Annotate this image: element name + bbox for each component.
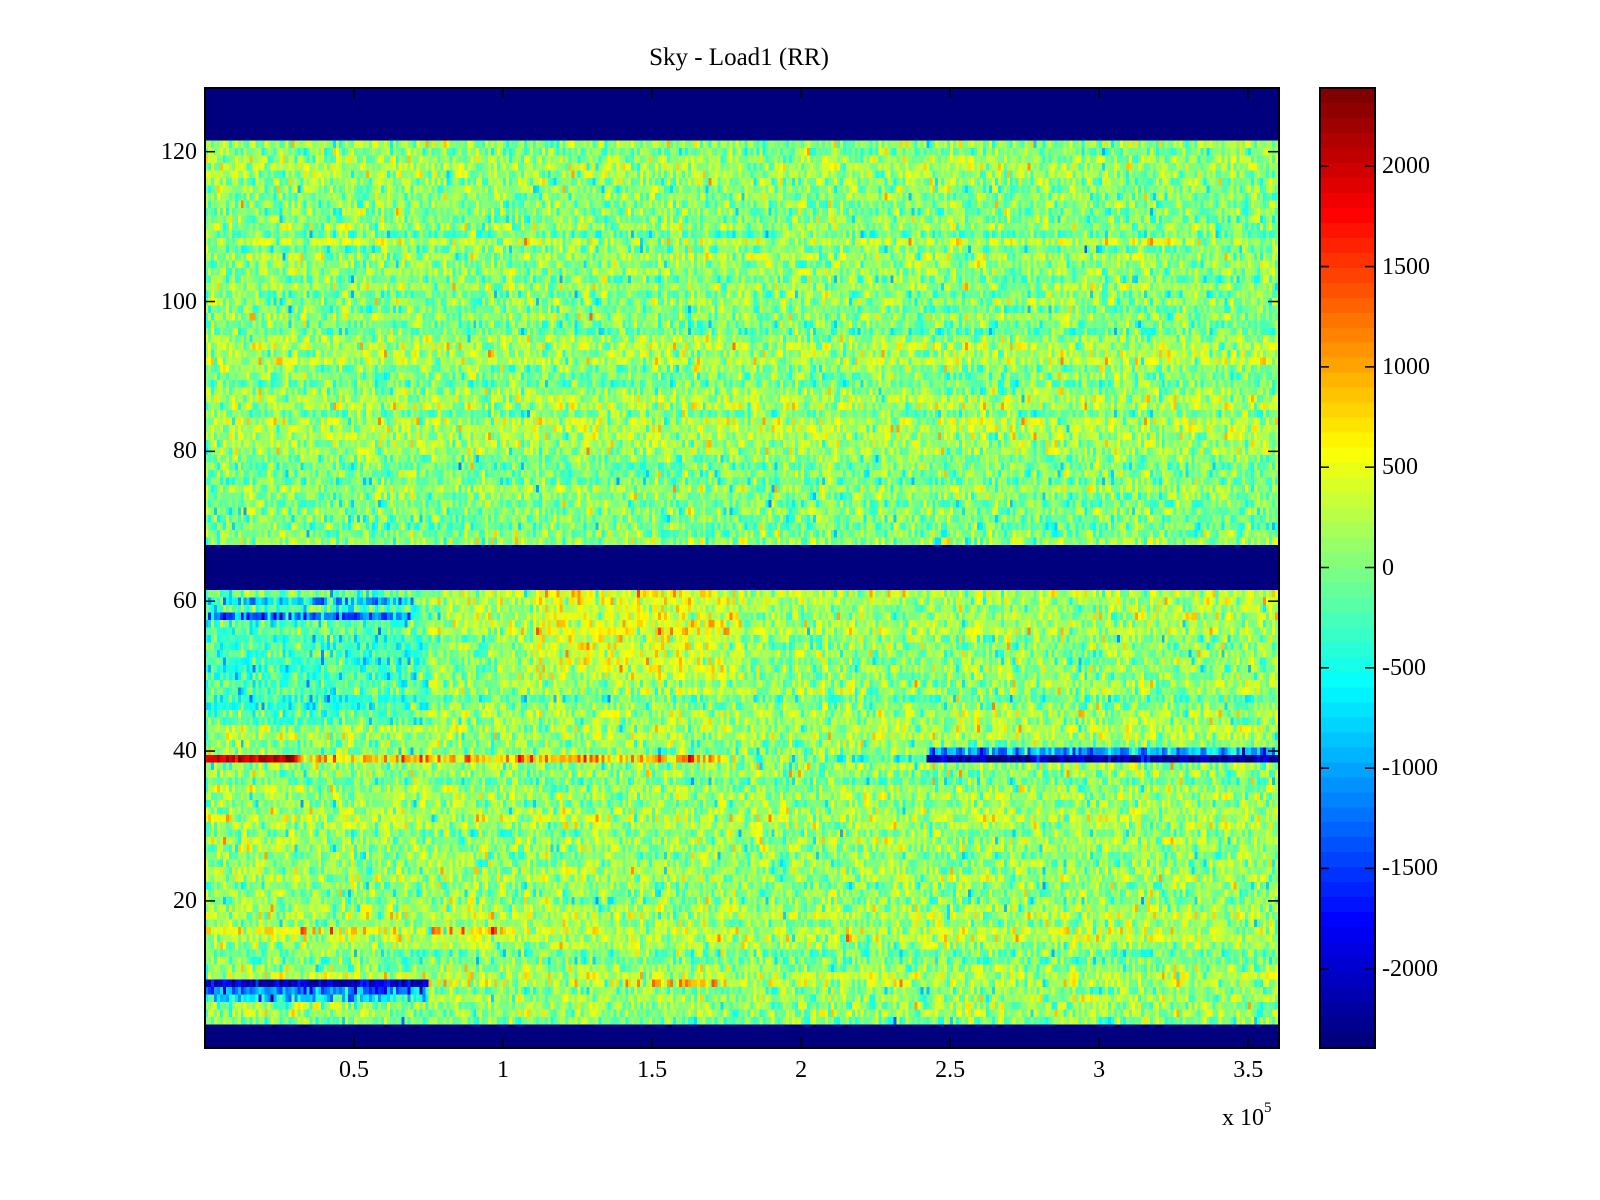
x-tick-label: 3.5 bbox=[1233, 1057, 1264, 1083]
colorbar-tick-label: -1500 bbox=[1382, 855, 1438, 882]
x-tick-label: 1 bbox=[497, 1057, 510, 1083]
colorbar-tick-label: 1000 bbox=[1382, 353, 1430, 380]
y-tick-label: 20 bbox=[173, 887, 197, 914]
colorbar-tick-label: 0 bbox=[1382, 554, 1394, 581]
x-multiplier-exponent: 5 bbox=[1264, 1100, 1272, 1116]
heatmap-image bbox=[205, 88, 1278, 1047]
x-tick-label: 2 bbox=[795, 1057, 808, 1083]
y-tick-label: 40 bbox=[173, 738, 197, 765]
colorbar-tick-label: -2000 bbox=[1382, 955, 1438, 982]
colorbar-tick-label: 500 bbox=[1382, 454, 1418, 481]
y-tick-label: 60 bbox=[173, 588, 197, 615]
chart-title: Sky - Load1 (RR) bbox=[649, 44, 829, 71]
colorbar-tick-label: -1000 bbox=[1382, 755, 1438, 782]
y-tick-label: 120 bbox=[161, 138, 197, 165]
colorbar-tick-label: 1500 bbox=[1382, 253, 1430, 280]
y-tick-label: 100 bbox=[161, 288, 197, 315]
x-tick-label: 3 bbox=[1093, 1057, 1106, 1083]
y-tick-label: 80 bbox=[173, 438, 197, 465]
x-axis-multiplier: x 105 bbox=[1222, 1100, 1272, 1132]
colorbar-tick-label: 2000 bbox=[1382, 153, 1430, 180]
x-multiplier-base: x 10 bbox=[1222, 1105, 1264, 1131]
x-tick-label: 1.5 bbox=[637, 1057, 668, 1083]
x-tick-label: 2.5 bbox=[935, 1057, 966, 1083]
colorbar-tick-label: -500 bbox=[1382, 654, 1426, 681]
x-tick-label: 0.5 bbox=[339, 1057, 370, 1083]
